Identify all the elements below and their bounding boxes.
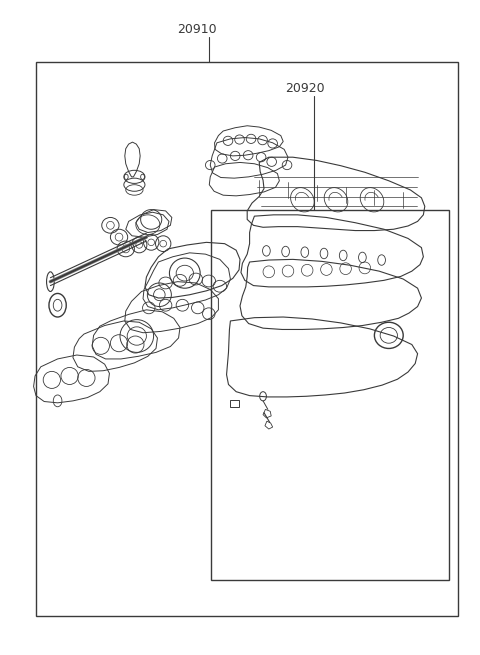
Bar <box>36 62 458 616</box>
Bar <box>211 210 449 580</box>
Text: 20920: 20920 <box>285 82 324 95</box>
Text: 20910: 20910 <box>177 23 216 36</box>
